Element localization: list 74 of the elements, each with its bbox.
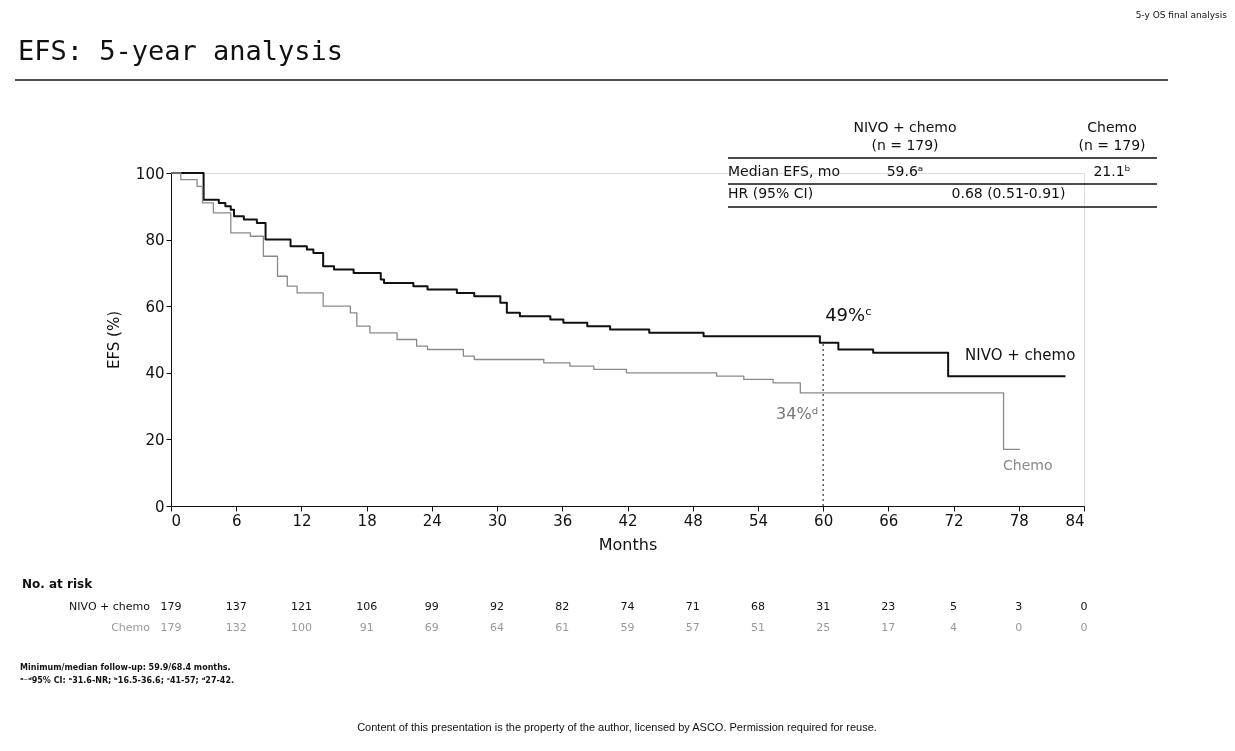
text: 23	[881, 600, 896, 613]
text: 5	[950, 600, 958, 613]
x-tick-label: 48	[683, 511, 703, 530]
text: ᵃ⁻ᵈ95% CI: ᵃ31.6-NR; ᵇ16.5-36.6; ᶜ41-57; ᵈ27-42.	[20, 676, 234, 685]
text: NIVO + chemo	[69, 600, 150, 613]
x-tick-label: 18	[357, 511, 377, 530]
text: 64	[490, 621, 505, 634]
y-tick-label: 0	[154, 497, 165, 516]
text: 57	[685, 621, 700, 634]
text: 82	[555, 600, 570, 613]
text: 3	[1015, 600, 1023, 613]
text: 5-y OS final analysis	[1135, 10, 1228, 20]
annotation: 49%ᶜ	[825, 303, 872, 325]
x-tick-label: 24	[422, 511, 442, 530]
annotation: 34%ᵈ	[776, 403, 819, 423]
text: 17	[881, 621, 896, 634]
x-tick-label: 54	[748, 511, 768, 530]
y-tick-label: 80	[145, 231, 165, 250]
x-axis-title: Months	[598, 534, 658, 554]
text: 137	[225, 600, 247, 613]
text: 21.1ᵇ	[1093, 163, 1131, 179]
text: 59	[620, 621, 635, 634]
y-axis-title: EFS (%)	[104, 310, 123, 370]
x-tick-label: 12	[292, 511, 312, 530]
x-tick-label: 60	[814, 511, 834, 530]
text: No. at risk	[22, 577, 94, 591]
text: 51	[750, 621, 765, 634]
text: 100	[290, 621, 312, 634]
series-label: NIVO + chemo	[965, 346, 1076, 364]
text: 0	[1080, 600, 1088, 613]
text: 91	[359, 621, 374, 634]
x-tick-label: 36	[553, 511, 573, 530]
text: 68	[750, 600, 765, 613]
text: Chemo	[1087, 119, 1137, 135]
text: 179	[160, 600, 182, 613]
text: 74	[620, 600, 635, 613]
text: 69	[424, 621, 439, 634]
text: 25	[816, 621, 831, 634]
x-tick-label: 42	[618, 511, 638, 530]
text: 61	[555, 621, 570, 634]
text: 4	[950, 621, 958, 634]
text: 99	[424, 600, 439, 613]
y-tick-label: 40	[145, 364, 165, 383]
text: Minimum/median follow-up: 59.9/68.4 months.	[20, 663, 231, 672]
text: (n = 179)	[1078, 137, 1146, 153]
text: 0	[1080, 621, 1088, 634]
text: Chemo	[111, 621, 150, 634]
annotation: HR (95% CI)	[728, 185, 814, 201]
text: 71	[685, 600, 700, 613]
text: 106	[356, 600, 378, 613]
chart-title: EFS: 5-year analysis	[18, 35, 344, 66]
x-tick-label: 30	[488, 511, 508, 530]
annotation: 0.68 (0.51-0.91)	[951, 185, 1066, 201]
y-tick-label: 20	[145, 430, 165, 449]
annotation: Median EFS, mo	[728, 163, 841, 179]
text: 132	[225, 621, 247, 634]
series-label: Chemo	[1003, 457, 1053, 473]
y-tick-label: 60	[145, 297, 165, 316]
annotation: 59.6ᵃ	[886, 163, 924, 179]
text: 0	[1015, 621, 1023, 634]
text: 92	[490, 600, 505, 613]
text: Content of this presentation is the property of the author, licensed by ASCO. Permission required for reuse.	[357, 721, 877, 733]
text: 179	[160, 621, 182, 634]
text: 31	[816, 600, 831, 613]
y-tick-label: 100	[135, 164, 165, 183]
x-tick-label: 72	[944, 511, 964, 530]
text: NIVO + chemo	[853, 119, 957, 135]
text: 121	[290, 600, 312, 613]
x-tick-label: 6	[231, 511, 242, 530]
text: (n = 179)	[871, 137, 939, 153]
x-tick-label: 66	[879, 511, 899, 530]
x-tick-label: 84	[1065, 511, 1085, 530]
x-tick-label: 78	[1009, 511, 1029, 530]
x-tick-label: 0	[171, 511, 182, 530]
